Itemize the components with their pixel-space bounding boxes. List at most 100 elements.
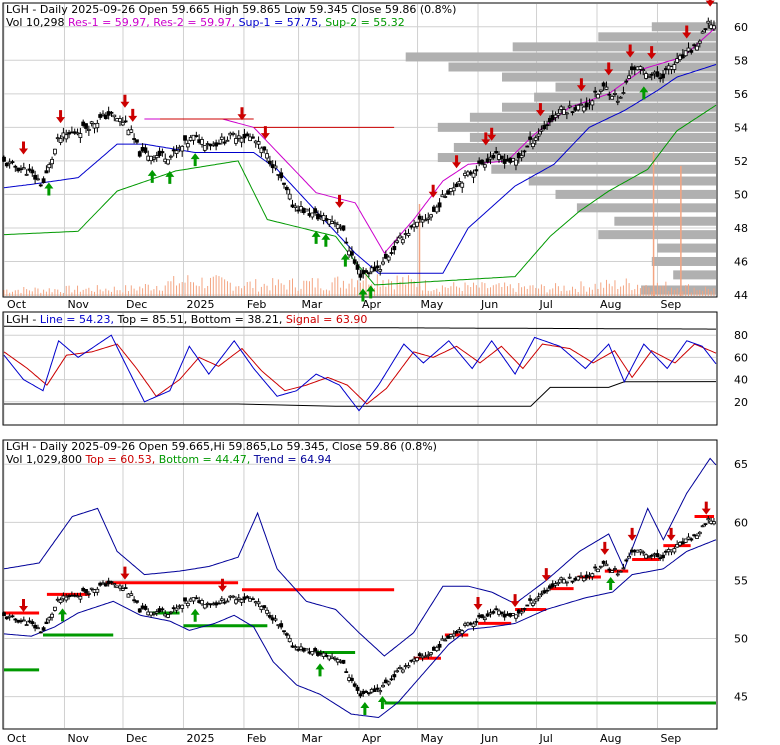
trend-panel-frame [2, 439, 718, 730]
trend-tick-label: 45 [734, 691, 748, 704]
price-bar-body [282, 630, 286, 633]
sell-arrow [666, 527, 676, 541]
price-bar-body [638, 66, 643, 70]
trend-panel-header-2: Vol 1,029,800 Top = 60.53, Bottom = 44.4… [6, 453, 332, 466]
price-bar-body [627, 555, 631, 559]
price-bar-body [103, 583, 108, 587]
price-bar-body [236, 135, 241, 139]
price-bar-body [24, 173, 29, 176]
header-part: LGH - Daily 2025-09-26 Open 59.665 High … [6, 3, 456, 16]
volume-profile-bar [651, 22, 716, 32]
volume-profile-bar [491, 164, 716, 174]
month-tick-label: May [421, 732, 444, 745]
price-bar-body [112, 114, 117, 118]
price-bar-body [522, 608, 527, 610]
price-bar-body [553, 583, 558, 586]
price-bar-body [44, 170, 49, 174]
price-bar-body [352, 683, 357, 687]
price-bar-body [593, 90, 598, 93]
price-tick-label: 46 [734, 255, 748, 268]
oscillator-tick-label: 60 [734, 351, 748, 364]
price-bar-body [440, 194, 445, 198]
price-bar-body [234, 138, 238, 144]
month-tick-label: Feb [247, 298, 266, 311]
oscillator-line [3, 334, 717, 412]
price-bar-body [364, 270, 368, 273]
month-tick-label: Oct [7, 732, 27, 745]
price-bar-body [579, 103, 583, 106]
price-bar-body [58, 599, 63, 603]
price-bar-body [443, 196, 448, 198]
price-bars [2, 17, 716, 281]
price-bar-body [556, 581, 561, 585]
trend-month-axis-ticks: Oct Nov Dec 2025 Feb Mar Apr May Jun Jul Aug Sep [7, 732, 681, 745]
sup-2-line [4, 104, 717, 286]
price-bar-body [615, 573, 620, 576]
price-bar-body [222, 601, 227, 604]
price-bar-body [703, 28, 708, 31]
price-bar-body [536, 133, 541, 137]
price-bar-body [536, 596, 541, 599]
price-bar-body [236, 597, 241, 600]
price-bar-body [381, 261, 385, 265]
price-bar-body [567, 576, 572, 579]
price-bar-body [395, 670, 400, 673]
price-bar-body [180, 145, 185, 152]
price-bar-body [661, 73, 665, 79]
price-bar-body [284, 186, 289, 191]
price-bar-body [239, 599, 244, 603]
price-bar-body [333, 657, 337, 660]
price-bar-body [84, 589, 88, 594]
price-bar-body [593, 566, 598, 569]
price-bar-body [50, 613, 54, 618]
price-bar-body [123, 120, 128, 123]
price-bar-body [655, 71, 660, 77]
price-bar-body [692, 534, 697, 537]
header-part: Sup-1 = 57.75, [239, 16, 326, 29]
price-bar-body [64, 596, 69, 601]
price-bar-body [621, 567, 626, 570]
buy-arrow [190, 608, 200, 622]
price-bar-body [437, 202, 442, 208]
price-bar-body [531, 602, 535, 606]
price-bar-body [499, 155, 504, 159]
price-bar-body [78, 133, 83, 138]
price-bar-body [562, 579, 566, 584]
price-bar-body [610, 570, 615, 573]
price-bar-body [38, 631, 43, 634]
price-bar-body [383, 253, 388, 259]
price-bar-body [533, 598, 538, 602]
price-bar-body [251, 136, 255, 139]
price-bar-body [400, 239, 405, 244]
price-bar-body [689, 538, 694, 541]
price-bar-body [135, 139, 139, 143]
price-bar-body [522, 150, 527, 153]
sell-arrow [19, 598, 29, 612]
price-bar-body [618, 570, 623, 573]
price-bar-body [641, 69, 646, 71]
volume-profile-bar [528, 176, 716, 186]
price-bar-body [358, 273, 363, 278]
price-bar-body [366, 692, 371, 695]
sell-arrow [128, 108, 138, 122]
price-bar-body [4, 616, 9, 620]
month-tick-label: Jun [480, 732, 498, 745]
price-bar-body [480, 159, 484, 165]
volume-profile-bar [502, 72, 716, 82]
volume-profile-bar [512, 42, 716, 52]
price-bar-body [245, 596, 250, 599]
price-bar-body [528, 598, 532, 601]
volume-profile [405, 22, 716, 295]
header-part: Top = 60.53, [84, 453, 158, 466]
trend-signal-arrows [19, 501, 711, 716]
month-tick-label: Nov [67, 732, 89, 745]
price-bar-body [64, 134, 69, 140]
price-bar-body [415, 221, 419, 227]
price-bar-body [335, 224, 340, 229]
price-bar-body [330, 221, 335, 224]
price-bar-body [576, 576, 581, 581]
sell-arrow [701, 501, 711, 515]
oscillator-tick-label: 20 [734, 396, 748, 409]
price-bar-body [219, 136, 224, 140]
